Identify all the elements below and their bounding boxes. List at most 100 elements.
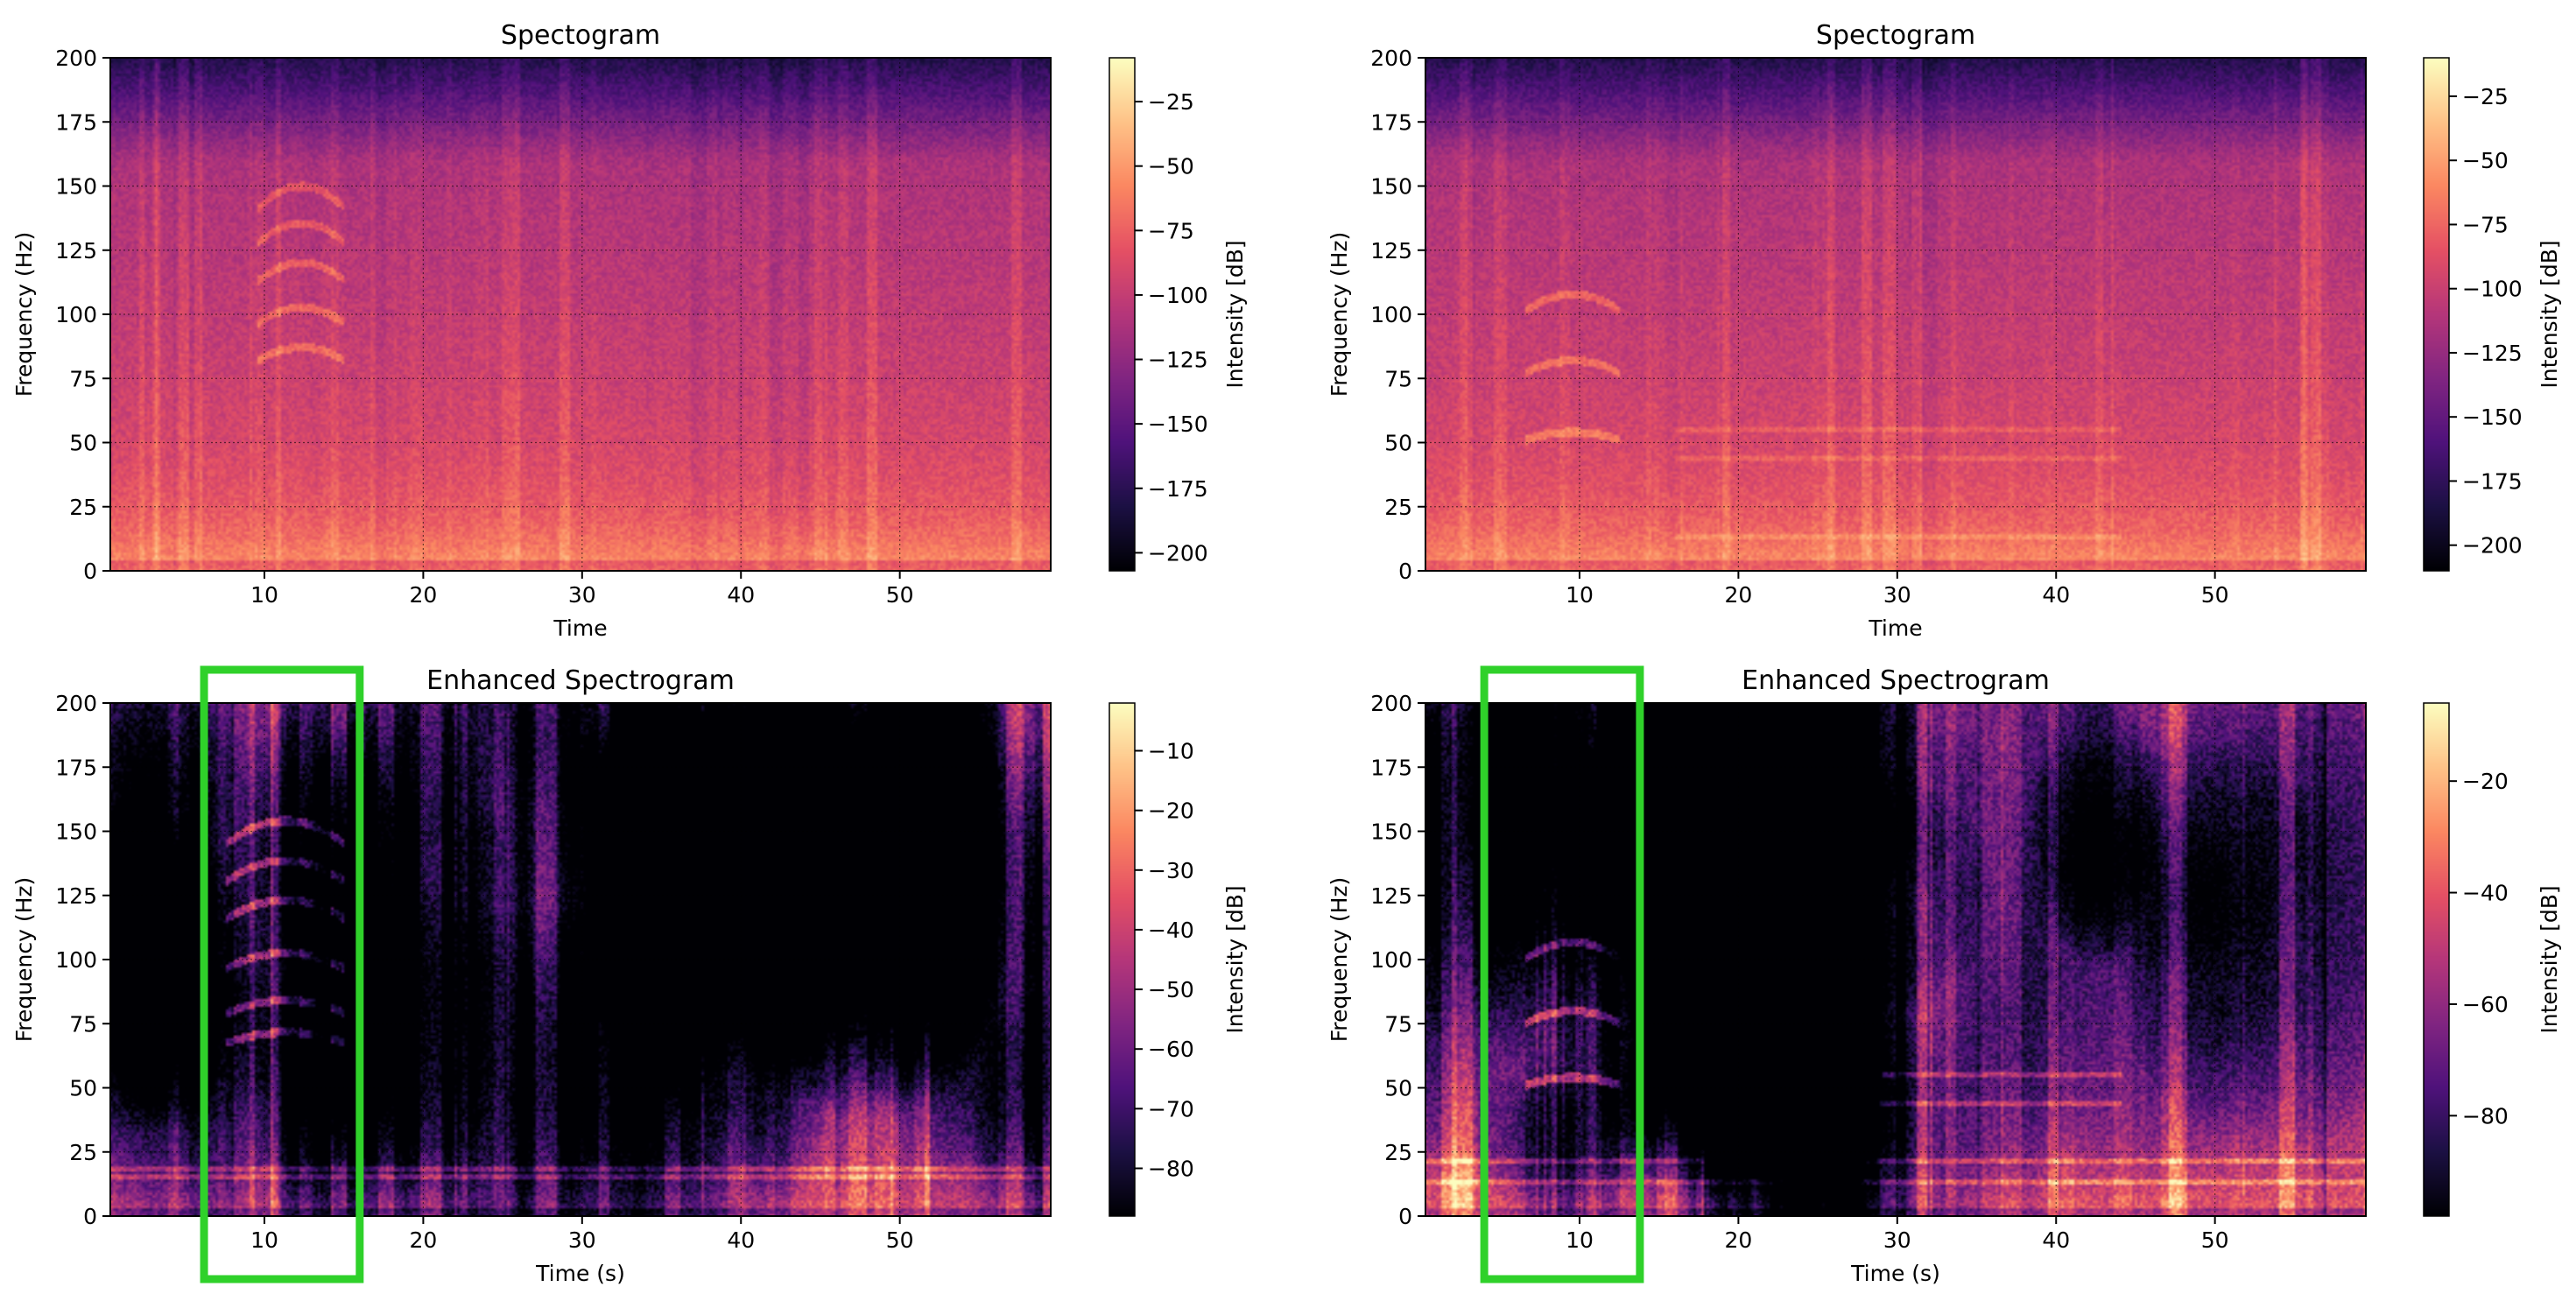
x-tick-label: 20 xyxy=(1724,1227,1752,1253)
y-tick-label: 50 xyxy=(69,431,97,456)
y-tick-label: 0 xyxy=(1398,559,1412,584)
y-tick-label: 100 xyxy=(55,302,97,327)
y-tick-label: 175 xyxy=(1370,755,1412,780)
colorbar-tick-label: −200 xyxy=(1148,540,1208,566)
chart-title: Spectogram xyxy=(501,20,660,51)
colorbar-tick-label: −200 xyxy=(2462,533,2523,559)
colorbar-tick-label: −125 xyxy=(1148,348,1208,373)
colorbar-label: Intensity [dB] xyxy=(2537,885,2562,1033)
colorbar-tick-label: −175 xyxy=(2462,468,2523,494)
x-tick-label: 40 xyxy=(727,1227,755,1253)
y-axis-label: Frequency (Hz) xyxy=(1327,877,1352,1043)
spectrogram-panel: 10 20 30 40 50 0 25 50 75 100 125 150 175 200 Enhanced… xyxy=(1327,665,2562,1286)
colorbar-tick-label: −10 xyxy=(1148,739,1194,764)
colorbar-tick-label: −40 xyxy=(1148,918,1194,943)
colorbar-frame xyxy=(2423,702,2450,1217)
y-axis-label: Frequency (Hz) xyxy=(11,877,37,1043)
colorbar xyxy=(1109,703,1135,1216)
x-tick-label: 50 xyxy=(886,1227,914,1253)
highlight-box xyxy=(1480,665,1644,1283)
y-tick-label: 0 xyxy=(1398,1204,1412,1229)
colorbar-label: Intensity [dB] xyxy=(1222,240,1248,388)
x-axis-label: Time xyxy=(1868,615,1922,641)
colorbar-tick-label: −40 xyxy=(2462,881,2509,906)
y-tick-label: 200 xyxy=(1370,691,1412,716)
y-tick-label: 125 xyxy=(55,883,97,909)
x-tick-label: 20 xyxy=(1724,582,1752,608)
y-tick-label: 100 xyxy=(1370,302,1412,327)
x-tick-label: 20 xyxy=(409,1227,437,1253)
x-tick-label: 50 xyxy=(2201,1227,2229,1253)
y-tick-label: 150 xyxy=(1370,174,1412,200)
y-tick-label: 0 xyxy=(83,1204,97,1229)
colorbar-tick-label: −60 xyxy=(1148,1037,1194,1062)
y-tick-label: 125 xyxy=(55,238,97,264)
y-tick-label: 200 xyxy=(55,46,97,71)
y-tick-label: 50 xyxy=(69,1076,97,1101)
x-axis-label: Time xyxy=(553,615,607,641)
x-tick-label: 30 xyxy=(1883,582,1911,608)
colorbar-frame xyxy=(1109,57,1136,572)
x-tick-label: 10 xyxy=(250,1227,278,1253)
x-tick-label: 40 xyxy=(2042,582,2070,608)
y-tick-label: 25 xyxy=(1384,1140,1412,1165)
colorbar-tick-label: −80 xyxy=(2462,1103,2509,1129)
colorbar xyxy=(2424,58,2449,571)
x-axis-label: Time (s) xyxy=(1850,1261,1940,1286)
chart-title: Enhanced Spectrogram xyxy=(426,665,735,696)
colorbar-tick-label: −20 xyxy=(2462,769,2509,794)
y-tick-label: 0 xyxy=(83,559,97,584)
colorbar-tick-label: −125 xyxy=(2462,341,2523,366)
y-tick-label: 150 xyxy=(1370,819,1412,845)
colorbar-label: Intensity [dB] xyxy=(1222,885,1248,1033)
y-tick-label: 125 xyxy=(1370,883,1412,909)
spectrogram-panel: 10 20 30 40 50 0 25 50 75 100 125 150 175 200 Enhanced… xyxy=(11,665,1248,1286)
chart-title: Enhanced Spectrogram xyxy=(1742,665,2050,696)
colorbar-tick-label: −80 xyxy=(1148,1156,1194,1181)
colorbar xyxy=(2424,703,2449,1216)
colorbar-tick-label: −150 xyxy=(2462,404,2523,430)
highlight-box xyxy=(200,665,364,1283)
y-tick-label: 50 xyxy=(1384,1076,1412,1101)
y-tick-label: 125 xyxy=(1370,238,1412,264)
chart-title: Spectogram xyxy=(1816,20,1975,51)
colorbar-tick-label: −25 xyxy=(2462,84,2509,109)
y-axis-label: Frequency (Hz) xyxy=(1327,232,1352,397)
colorbar-tick-label: −75 xyxy=(1148,218,1194,243)
colorbar-frame xyxy=(1109,702,1136,1217)
colorbar-tick-label: −50 xyxy=(1148,977,1194,1002)
y-tick-label: 75 xyxy=(69,1011,97,1037)
x-tick-label: 30 xyxy=(568,1227,596,1253)
y-tick-label: 175 xyxy=(1370,109,1412,135)
x-tick-label: 10 xyxy=(1566,582,1594,608)
y-tick-label: 25 xyxy=(1384,495,1412,520)
x-tick-label: 30 xyxy=(568,582,596,608)
y-tick-label: 150 xyxy=(55,174,97,200)
y-tick-label: 75 xyxy=(1384,1011,1412,1037)
x-tick-label: 50 xyxy=(886,582,914,608)
colorbar xyxy=(1109,58,1135,571)
y-tick-label: 25 xyxy=(69,495,97,520)
x-tick-label: 50 xyxy=(2201,582,2229,608)
colorbar-frame xyxy=(2423,57,2450,572)
colorbar-tick-label: −150 xyxy=(1148,411,1208,437)
y-tick-label: 75 xyxy=(69,366,97,391)
colorbar-tick-label: −100 xyxy=(1148,283,1208,308)
y-tick-label: 200 xyxy=(55,691,97,716)
y-axis-label: Frequency (Hz) xyxy=(11,232,37,397)
x-tick-label: 40 xyxy=(2042,1227,2070,1253)
colorbar-tick-label: −100 xyxy=(2462,277,2523,302)
colorbar-tick-label: −50 xyxy=(2462,148,2509,173)
colorbar-tick-label: −30 xyxy=(1148,858,1194,883)
colorbar-label: Intensity [dB] xyxy=(2537,240,2562,388)
x-tick-label: 20 xyxy=(409,582,437,608)
colorbar-tick-label: −25 xyxy=(1148,89,1194,115)
y-tick-label: 200 xyxy=(1370,46,1412,71)
colorbar-tick-label: −70 xyxy=(1148,1096,1194,1122)
y-tick-label: 50 xyxy=(1384,431,1412,456)
x-tick-label: 10 xyxy=(250,582,278,608)
y-tick-label: 150 xyxy=(55,819,97,845)
colorbar-tick-label: −75 xyxy=(2462,212,2509,237)
y-tick-label: 100 xyxy=(1370,947,1412,973)
